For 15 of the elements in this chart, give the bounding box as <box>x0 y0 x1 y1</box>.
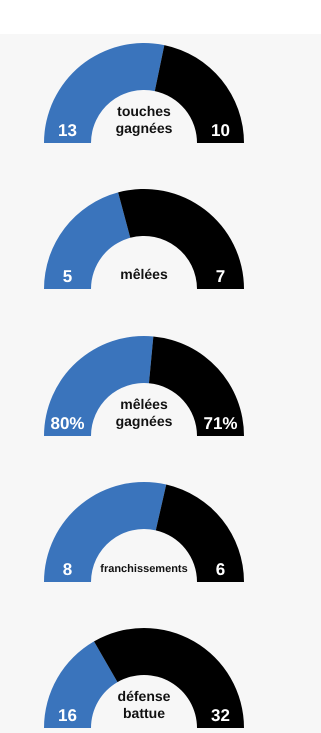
data-label: 8 <box>62 560 72 579</box>
data-label: 32 <box>211 706 230 725</box>
text: touches gagnées <box>116 103 173 136</box>
text: mêlées <box>120 266 168 282</box>
data-label: 10 <box>211 121 230 140</box>
data-label: 16 <box>58 706 77 725</box>
data-label: 13 <box>58 121 77 140</box>
text: défense battue <box>118 688 171 721</box>
data-label: 80% <box>50 414 85 433</box>
data-label: 71% <box>203 414 238 433</box>
text: mêlées gagnées <box>116 396 173 429</box>
data-label: 5 <box>62 267 72 286</box>
data-label: 6 <box>216 560 226 579</box>
data-label: 7 <box>216 267 226 286</box>
text: franchissements <box>100 563 188 575</box>
